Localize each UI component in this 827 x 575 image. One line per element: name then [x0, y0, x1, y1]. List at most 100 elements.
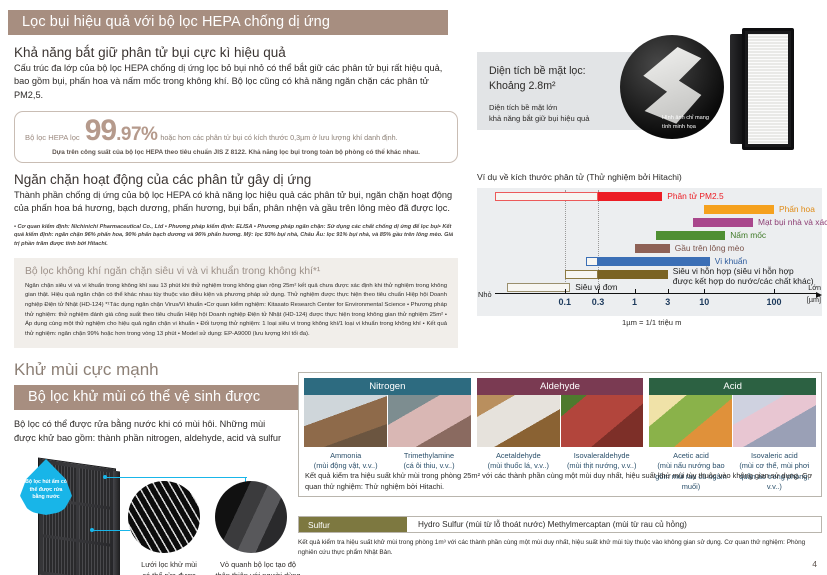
mesh-caption: Lưới lọc khử mùi có thể rửa được — [110, 559, 228, 575]
chart-bar-label: Gầu trên lông mèo — [674, 243, 745, 253]
odor-item-photo — [304, 394, 388, 447]
chart-tick — [634, 289, 636, 294]
chart-bar-row: Phấn hoa — [477, 204, 822, 214]
chart-bar-row: Siêu vi đơn — [477, 282, 822, 292]
odor-item-photo — [649, 394, 734, 447]
allergen-block: Ngăn chặn hoạt động của các phân tử gây … — [0, 163, 472, 248]
sulfur-row: Sulfur Hydro Sulfur (mùi từ lỗ thoát nướ… — [298, 516, 822, 533]
chart-bar-solid-segment — [598, 257, 710, 266]
odor-item-description: (mùi thịt nướng, v.v..) — [566, 461, 637, 471]
odor-group-header: Nitrogen — [304, 378, 471, 395]
sulfur-label: Sulfur — [299, 517, 407, 532]
hepa-filter-body — [742, 28, 794, 150]
efficiency-lead-label: Bộ lọc HEPA lọc — [25, 133, 80, 143]
hepa-subheading-2: Ngăn chặn hoạt động của các phân tử gây … — [14, 172, 312, 188]
odor-item-name: Isovaleric acid — [750, 450, 798, 460]
mesh-caption-line2: có thể rửa được — [142, 571, 195, 575]
sulfur-note: Kết quả kiểm tra hiệu suất khử mùi trong… — [298, 539, 806, 557]
chart-gridline — [598, 190, 600, 290]
chart-tick — [564, 289, 566, 294]
chart-bar-label: Siêu vi đơn — [575, 282, 618, 292]
deodorizing-paragraph: Bộ lọc có thể được rửa bằng nước khi có … — [14, 419, 282, 443]
filter-cell — [43, 537, 76, 575]
chart-gridline — [564, 190, 566, 290]
odor-item-photo — [733, 394, 817, 447]
odor-item-name: Isovaleraldehyde — [573, 450, 630, 460]
surface-area-title: Diện tích bề mặt lọc: Khoảng 2.8m² — [489, 64, 663, 95]
chart-large-label: Lớn — [808, 283, 821, 292]
chart-tick — [774, 289, 775, 294]
mesh-caption-line1: Lưới lọc khử mùi — [141, 559, 197, 569]
odor-group: Nitrogen Ammonia (mùi động vật, v.v..) Trim… — [304, 378, 471, 493]
hepa-filter-media — [748, 34, 788, 144]
odor-item-name: Acetaldehyde — [495, 450, 541, 460]
chart-bar-row: Gầu trên lông mèo — [477, 243, 822, 253]
virus-bacteria-box: Bộ lọc không khí ngăn chặn siêu vi và vi… — [14, 257, 458, 349]
odor-table-note: Kết quả kiểm tra hiệu suất khử mùi trong… — [305, 470, 813, 491]
chart-bar-open-segment — [585, 257, 599, 266]
filter-media-closeup-photo: Hình ảnh chỉ mang tính minh họa — [620, 35, 724, 139]
chart-bar-solid-segment — [655, 231, 726, 240]
chart-bar-open-segment — [564, 270, 599, 279]
virus-box-text: Ngăn chặn siêu vi và vi khuẩn trong khôn… — [25, 282, 447, 337]
frame-caption-line2: thân thiện với người dùng — [216, 571, 301, 575]
surface-area-sub-line2: khả năng bắt giữ bụi hiệu quả — [489, 114, 590, 124]
chart-tick — [667, 289, 669, 294]
odor-group-captions: Acetaldehyde (mùi thuốc lá, v.v..) Isovale… — [477, 451, 644, 472]
hepa-intro-block: Khả năng bắt giữ phân tử bụi cực kì hiệu… — [0, 35, 472, 102]
odor-item-name: Acetic acid — [673, 450, 709, 460]
chart-bar-row: Vi khuẩn — [477, 256, 822, 266]
chart-bar-row: Mạt bụi nhà và xác sinh vật — [477, 217, 827, 227]
odor-item-caption: Acetic acid (mùi nấu nướng bao gồm mùi ra… — [649, 451, 732, 493]
chart-tick-label: 10 — [699, 297, 710, 307]
chart-bar-solid-segment — [598, 192, 663, 201]
chart-tick-label: 3 — [665, 297, 671, 307]
chart-bar-row: Siêu vi hỗn hợp (siêu vi hỗn hợp được kết… — [477, 266, 822, 286]
chart-bar-label: Vi khuẩn — [714, 256, 748, 266]
efficiency-value-decimal: .97% — [116, 124, 158, 146]
filter-cell — [78, 468, 111, 507]
odor-item-caption: Isovaleric acid (mùi cơ thể, mùi phơi quầ… — [733, 451, 816, 493]
left-column: Lọc bụi hiệu quả với bộ lọc HEPA chống d… — [0, 10, 472, 575]
odor-item-description: (mùi nấu nướng bao gồm mùi rau củ ngâm m… — [655, 461, 727, 492]
chart-tick — [598, 289, 600, 294]
leader-dot-mid — [90, 527, 94, 532]
odor-group: Aldehyde Acetaldehyde (mùi thuốc lá, v.v..… — [476, 378, 644, 493]
chart-title: Ví dụ về kích thước phân tử (Thử nghiệm … — [477, 172, 682, 182]
section-hepa-band: Lọc bụi hiệu quả với bộ lọc HEPA chống d… — [8, 10, 448, 35]
odor-item-description: (mùi động vật, v.v..) — [313, 461, 378, 471]
odor-item-name: Ammonia — [330, 450, 362, 460]
chart-bar-solid-segment — [634, 244, 670, 253]
leader-line-mid — [92, 529, 130, 532]
hepa-filter-door — [730, 34, 742, 144]
odor-item-photo — [476, 394, 561, 447]
surface-area-sub-line1: Diện tích bề mặt lớn — [489, 102, 558, 112]
efficiency-callout-box: Bộ lọc HEPA lọc 99 .97% hoặc hơn các phâ… — [14, 111, 458, 164]
odor-item-name: Trimethylamine — [403, 450, 455, 460]
chart-small-label: Nhỏ — [478, 290, 492, 299]
odor-item-photo — [560, 394, 644, 447]
hepa-subheading-1: Khả năng bắt giữ phân tử bụi cực kì hiệu… — [14, 45, 286, 60]
mesh-closeup-photo — [128, 480, 200, 553]
chart-bar-open-segment — [507, 283, 571, 292]
chart-axis-arrow — [816, 291, 822, 298]
chart-bar-solid-segment — [693, 218, 753, 227]
chart-unit-label: [µm] — [806, 295, 821, 304]
chart-bar-open-segment — [495, 192, 599, 201]
leader-dot-top — [103, 474, 107, 479]
photo-note-line1: Hình ảnh chỉ mang — [662, 115, 709, 122]
chart-plot-area: Phân tử PM2.5 Phấn hoa Mạt bụi nhà và xác … — [477, 188, 827, 316]
photo-note-line2: tính minh họa — [662, 123, 696, 130]
deodorizing-filter-illustration: Bộ lọc hút ẩm có thể được rửa bằng nước … — [0, 455, 472, 575]
filter-cell — [78, 505, 111, 544]
allergen-fineprint: • Cơ quan kiểm định: Nichinichi Pharmace… — [14, 223, 454, 247]
odor-group-photos — [649, 394, 817, 447]
chart-bar-label: Nấm mốc — [730, 230, 767, 240]
filter-cell — [78, 542, 111, 575]
odor-item-caption: Acetaldehyde (mùi thuốc lá, v.v..) — [477, 451, 560, 472]
chart-bar-row: Nấm mốc — [477, 230, 822, 240]
chart-footnote: 1µm = 1/1 triệu m — [622, 318, 682, 327]
particle-size-chart: Phân tử PM2.5 Phấn hoa Mạt bụi nhà và xác … — [477, 188, 827, 316]
chart-tick-label: 100 — [766, 297, 782, 307]
sulfur-value: Hydro Sulfur (mùi từ lỗ thoát nước) Meth… — [418, 520, 687, 529]
